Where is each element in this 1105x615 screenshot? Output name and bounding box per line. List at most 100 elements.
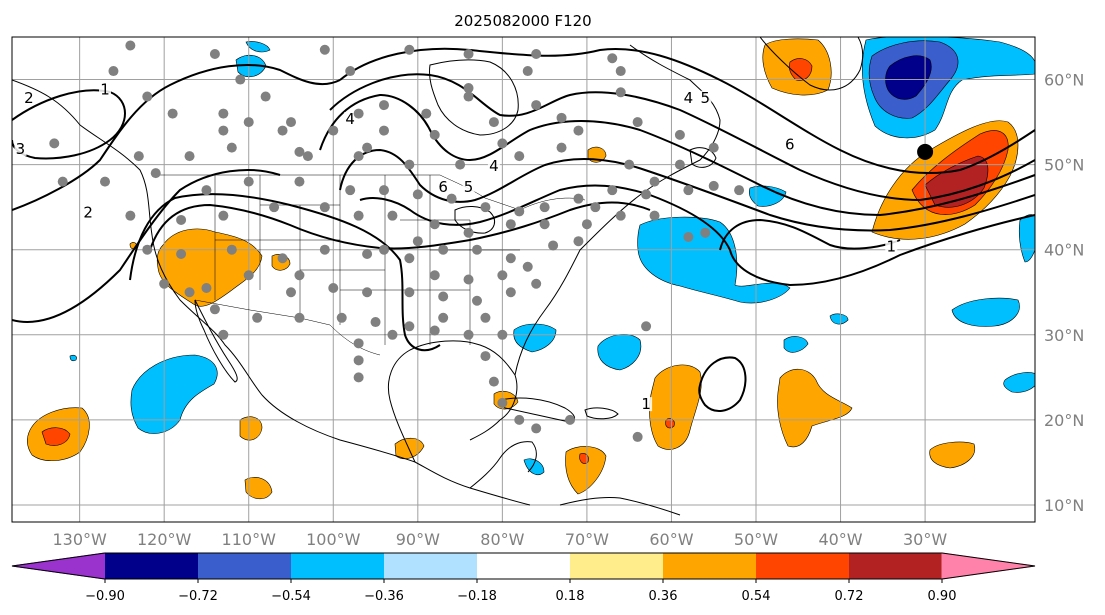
station-marker [708, 142, 719, 153]
station-marker [607, 53, 618, 64]
negative-anomaly-region [885, 55, 932, 100]
station-marker [108, 66, 119, 77]
positive-anomaly-region [394, 437, 425, 459]
station-marker [632, 117, 643, 128]
station-marker [286, 287, 296, 298]
station-marker [497, 138, 508, 149]
station-marker [218, 210, 229, 221]
contour-line [719, 218, 901, 251]
station-marker [539, 202, 550, 213]
station-marker [176, 214, 187, 225]
station-marker [218, 125, 229, 136]
negative-anomaly-region [245, 41, 271, 53]
station-marker [133, 151, 144, 162]
positive-anomaly-region [665, 418, 675, 429]
latitude-tick-label: 40°N [1044, 241, 1084, 260]
station-marker [556, 142, 567, 153]
coastline-hudson-bay [429, 59, 519, 136]
contour-line [129, 193, 441, 352]
station-marker [505, 287, 516, 298]
colorbar-labels: −0.90 −0.72 −0.54 −0.36 −0.18 0.18 0.36 0.54 0.7… [85, 589, 956, 604]
colorbar-bin [198, 553, 292, 579]
station-marker [184, 151, 195, 162]
contour-value-label: 2 [83, 204, 93, 222]
station-marker [463, 329, 474, 340]
station-marker [294, 146, 305, 157]
us-mexico-border [194, 299, 381, 356]
negative-anomaly-region [829, 313, 849, 325]
colorbar-tick-label: −0.36 [364, 589, 404, 604]
contour-label-background [783, 137, 796, 152]
station-marker [480, 351, 491, 362]
station-marker [624, 159, 635, 170]
contour-line [359, 184, 1035, 287]
station-marker [421, 108, 432, 119]
positive-anomaly-region [788, 58, 813, 81]
station-marker [302, 151, 313, 162]
longitude-tick-label: 30°W [903, 530, 947, 549]
negative-anomaly-region [523, 458, 545, 475]
contour-line [12, 64, 341, 211]
station-markers [49, 40, 745, 442]
station-marker [362, 287, 373, 298]
station-marker [379, 244, 389, 255]
colorbar-tick-label: 0.90 [928, 589, 957, 604]
contour-label-background [99, 82, 111, 97]
longitude-tick-label: 90°W [396, 530, 440, 549]
station-marker [353, 210, 364, 221]
station-marker [615, 66, 626, 77]
station-marker [539, 219, 550, 230]
contour-label-background [437, 180, 450, 195]
station-marker [514, 414, 525, 425]
longitude-tick-label: 120°W [137, 530, 192, 549]
contour-line [329, 73, 1035, 202]
colorbar [11, 552, 1036, 583]
station-marker [404, 287, 415, 298]
station-marker [328, 283, 339, 294]
contour-label-background [487, 158, 500, 173]
contour-label-background [462, 180, 475, 195]
contour-label-background [344, 112, 357, 127]
station-marker [176, 248, 187, 259]
station-marker [700, 227, 711, 238]
station-marker [488, 117, 499, 128]
station-marker [125, 40, 136, 51]
negative-anomaly-region [951, 297, 1020, 327]
station-marker [243, 270, 254, 281]
station-marker [505, 253, 516, 264]
station-marker [438, 312, 449, 323]
station-marker [362, 142, 373, 153]
station-marker [100, 176, 110, 187]
colorbar-bin [663, 553, 757, 579]
station-marker [167, 108, 178, 119]
station-marker [286, 117, 296, 128]
colorbar-bin [384, 553, 478, 579]
station-marker [641, 321, 652, 332]
station-marker [387, 210, 398, 221]
positive-anomaly-region [579, 453, 589, 464]
colorbar-bin [105, 553, 199, 579]
longitude-tick-label: 100°W [306, 530, 361, 549]
station-marker [472, 295, 482, 306]
station-marker [429, 270, 440, 281]
contour-line [319, 93, 1035, 217]
station-marker [353, 372, 364, 383]
contour-label-background [82, 205, 95, 220]
coastline-greenland [759, 37, 864, 91]
coastline-east [514, 44, 721, 376]
station-marker [201, 283, 212, 294]
colorbar-bin [477, 553, 571, 579]
station-marker [514, 151, 525, 162]
contour-value-label: 1 [641, 395, 651, 413]
station-marker [319, 44, 330, 55]
station-marker [573, 236, 584, 247]
station-marker [209, 304, 220, 315]
station-marker [328, 125, 339, 136]
negative-anomaly-region [783, 336, 809, 353]
station-marker [438, 291, 449, 302]
latitude-tick-label: 60°N [1044, 71, 1084, 90]
contour-line [12, 169, 281, 323]
station-marker [480, 202, 491, 213]
station-marker [125, 210, 136, 221]
station-marker [142, 91, 153, 102]
